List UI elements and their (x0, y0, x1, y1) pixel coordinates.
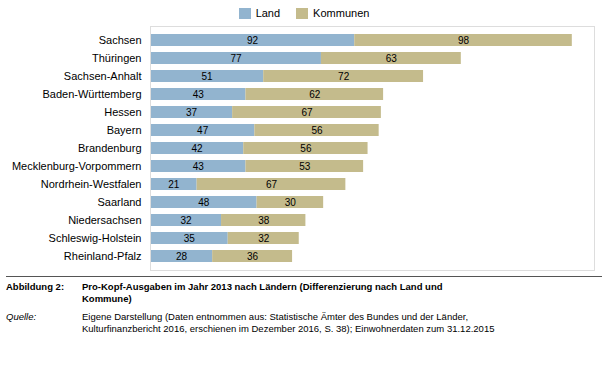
html-text:Pro-Kopf-Ausgaben im Jahr 2013: Pro-Kopf-Ausgaben im Jahr 2013 nach Länd… (82, 281, 443, 304)
svg-text:Sachsen: Sachsen (99, 34, 142, 46)
svg-text:51: 51 (202, 71, 214, 82)
svg-text:38: 38 (258, 215, 270, 226)
svg-text:Hessen: Hessen (104, 106, 141, 118)
svg-text:30: 30 (285, 197, 297, 208)
svg-text:21: 21 (168, 179, 180, 190)
svg-text:Bayern: Bayern (107, 124, 142, 136)
svg-text:92: 92 (247, 35, 259, 46)
svg-text:37: 37 (186, 107, 198, 118)
svg-text:Sachsen-Anhalt: Sachsen-Anhalt (64, 70, 142, 82)
svg-text:Thüringen: Thüringen (92, 52, 142, 64)
svg-text:42: 42 (192, 143, 204, 154)
svg-text:67: 67 (266, 179, 278, 190)
svg-text:53: 53 (299, 161, 311, 172)
svg-text:Mecklenburg-Vorpommern: Mecklenburg-Vorpommern (12, 160, 142, 172)
html-text:Eigene Darstellung (Daten entn: Eigene Darstellung (Daten entnommen aus:… (82, 310, 495, 334)
svg-text:56: 56 (311, 125, 323, 136)
svg-text:28: 28 (176, 251, 188, 262)
svg-text:48: 48 (198, 197, 210, 208)
svg-text:72: 72 (338, 71, 350, 82)
svg-text:35: 35 (184, 233, 196, 244)
html-text:Abbildung 2:: Abbildung 2: (6, 281, 64, 292)
svg-text:56: 56 (300, 143, 312, 154)
svg-text:62: 62 (309, 89, 321, 100)
svg-text:32: 32 (180, 215, 192, 226)
svg-text:Rheinland-Pfalz: Rheinland-Pfalz (64, 250, 142, 262)
svg-text:Brandenburg: Brandenburg (78, 142, 142, 154)
svg-text:77: 77 (230, 53, 242, 64)
svg-text:Schleswig-Holstein: Schleswig-Holstein (49, 232, 142, 244)
svg-text:43: 43 (193, 89, 205, 100)
svg-text:63: 63 (386, 53, 398, 64)
html-text:Land: Land (255, 7, 281, 19)
svg-text:Nordrhein-Westfalen: Nordrhein-Westfalen (41, 178, 142, 190)
svg-text:36: 36 (247, 251, 259, 262)
svg-text:Saarland: Saarland (97, 196, 141, 208)
svg-text:Baden-Württemberg: Baden-Württemberg (42, 88, 141, 100)
svg-text:47: 47 (197, 125, 209, 136)
svg-text:67: 67 (301, 107, 313, 118)
svg-text:32: 32 (258, 233, 270, 244)
html-text:Kommunen: Kommunen (313, 7, 370, 19)
svg-text:43: 43 (193, 161, 205, 172)
svg-text:Niedersachsen: Niedersachsen (68, 214, 141, 226)
html-text:Quelle:: Quelle: (6, 310, 37, 322)
svg-text:98: 98 (458, 35, 470, 46)
